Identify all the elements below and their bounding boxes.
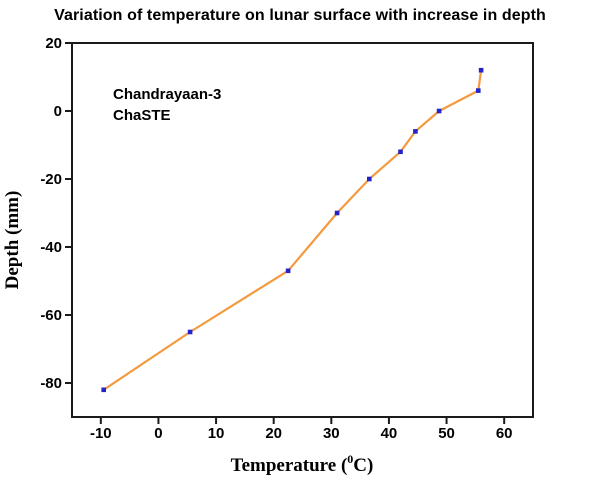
data-series bbox=[101, 67, 484, 393]
data-point-marker bbox=[413, 129, 418, 134]
annotation-mission: Chandrayaan-3 bbox=[113, 86, 221, 103]
x-tick-label: 40 bbox=[381, 425, 398, 442]
data-point-marker bbox=[367, 176, 372, 182]
x-tick-label: -10 bbox=[90, 425, 112, 442]
y-axis-label: Depth (mm) bbox=[2, 191, 23, 290]
x-axis-label-post: C) bbox=[353, 455, 373, 476]
x-tick-label: 20 bbox=[265, 425, 282, 442]
data-point-marker bbox=[101, 387, 106, 393]
chart-title: Variation of temperature on lunar surfac… bbox=[54, 7, 546, 24]
y-tick-label: -80 bbox=[40, 375, 62, 392]
data-point-marker bbox=[187, 329, 193, 335]
x-tick-label: 60 bbox=[496, 425, 513, 442]
x-tick-label: 30 bbox=[323, 425, 340, 442]
x-tick-label: 10 bbox=[208, 425, 225, 442]
plot-frame bbox=[71, 42, 534, 418]
x-tick-label: 0 bbox=[154, 425, 162, 442]
annotation-instrument: ChaSTE bbox=[113, 107, 171, 124]
data-point-marker bbox=[334, 210, 340, 216]
degree-superscript: 0 bbox=[347, 452, 353, 466]
data-point-marker bbox=[398, 149, 403, 155]
y-tick-label: 20 bbox=[45, 35, 62, 52]
data-point-marker bbox=[478, 67, 484, 73]
y-tick-label: 0 bbox=[54, 103, 62, 120]
y-tick-label: -60 bbox=[40, 307, 62, 324]
x-axis-label: Temperature (0C) bbox=[231, 452, 374, 476]
y-tick-label: -20 bbox=[40, 171, 62, 188]
data-point-marker bbox=[285, 268, 291, 274]
series-line bbox=[102, 69, 483, 391]
data-point-marker bbox=[476, 88, 481, 93]
y-tick-label: -40 bbox=[40, 239, 62, 256]
data-point-marker bbox=[436, 108, 442, 114]
x-tick-label: 50 bbox=[438, 425, 455, 442]
x-axis-label-pre: Temperature ( bbox=[231, 455, 348, 476]
axis-ticks: -10 0 10 20 30 40 50 60 20 0 -20 -40 -60 -80 bbox=[40, 35, 512, 442]
